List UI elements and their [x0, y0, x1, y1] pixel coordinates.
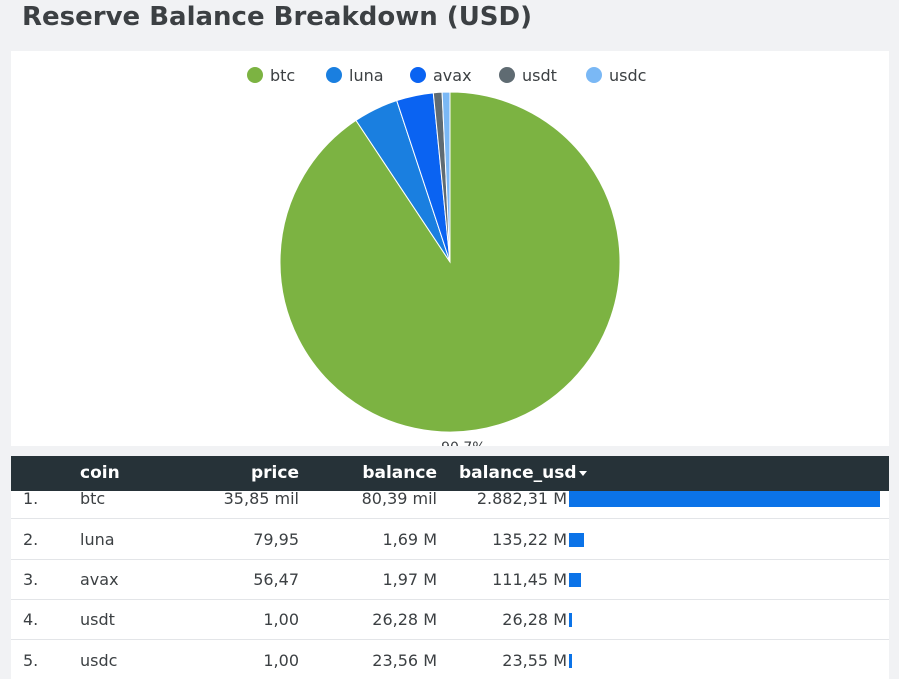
cell-balance: 23,56 M — [372, 651, 437, 670]
cell-balance-usd: 2.882,31 M — [476, 489, 567, 508]
legend-swatch-luna — [326, 67, 342, 83]
pie-chart-card: 90,7% — [11, 51, 889, 446]
legend-label: usdc — [609, 65, 647, 85]
cell-balance-usd: 135,22 M — [492, 530, 567, 549]
sort-descending-icon[interactable] — [579, 471, 587, 476]
row-index: 5. — [23, 651, 39, 670]
legend-swatch-usdt — [499, 67, 515, 83]
cell-price: 35,85 mil — [223, 489, 299, 508]
cell-balance-usd: 111,45 M — [492, 570, 567, 589]
pie-data-label-btc: 90,7% — [441, 440, 485, 446]
coin-table: 1. btc 35,85 mil 80,39 mil 2.882,31 M 2. luna 7… — [11, 456, 889, 679]
column-header-coin[interactable]: coin — [80, 463, 120, 483]
legend-label: btc — [270, 65, 296, 85]
cell-coin: usdc — [80, 651, 118, 670]
cell-coin: usdt — [80, 610, 115, 629]
balance-usd-bar — [569, 654, 572, 668]
row-index: 4. — [23, 610, 39, 629]
legend-swatch-avax — [410, 67, 426, 83]
cell-coin: luna — [80, 530, 115, 549]
page-title: Reserve Balance Breakdown (USD) — [22, 2, 532, 32]
legend-label: avax — [433, 65, 472, 85]
chart-legend: btc luna avax usdt usdc — [0, 64, 899, 86]
legend-item-luna[interactable]: luna — [326, 64, 384, 86]
column-header-price[interactable]: price — [251, 463, 299, 483]
table-row[interactable]: 1. btc 35,85 mil 80,39 mil 2.882,31 M — [11, 479, 889, 519]
cell-balance-usd: 26,28 M — [502, 610, 567, 629]
cell-price: 56,47 — [253, 570, 299, 589]
cell-price: 1,00 — [263, 651, 299, 670]
column-header-balance-usd[interactable]: balance_usd — [459, 463, 577, 483]
cell-coin: btc — [80, 489, 106, 508]
table-header: coin price balance balance_usd — [11, 456, 889, 491]
pie-chart: 90,7% — [279, 91, 621, 446]
table-row[interactable]: 3. avax 56,47 1,97 M 111,45 M — [11, 560, 889, 600]
column-header-balance[interactable]: balance — [362, 463, 437, 483]
cell-balance-usd: 23,55 M — [502, 651, 567, 670]
table-row[interactable]: 2. luna 79,95 1,69 M 135,22 M — [11, 520, 889, 560]
table-row[interactable]: 4. usdt 1,00 26,28 M 26,28 M — [11, 600, 889, 640]
row-index: 3. — [23, 570, 39, 589]
legend-item-avax[interactable]: avax — [410, 64, 472, 86]
pie-slice-usdc[interactable] — [441, 91, 451, 263]
row-index: 2. — [23, 530, 39, 549]
legend-item-usdt[interactable]: usdt — [499, 64, 557, 86]
cell-coin: avax — [80, 570, 119, 589]
balance-usd-bar — [569, 613, 572, 627]
legend-label: usdt — [522, 65, 557, 85]
legend-item-usdc[interactable]: usdc — [586, 64, 646, 86]
table-row[interactable]: 5. usdc 1,00 23,56 M 23,55 M — [11, 641, 889, 679]
cell-balance: 26,28 M — [372, 610, 437, 629]
balance-usd-bar — [569, 573, 582, 587]
balance-usd-bar — [569, 533, 584, 547]
legend-swatch-usdc — [586, 67, 602, 83]
cell-balance: 80,39 mil — [361, 489, 437, 508]
cell-price: 1,00 — [263, 610, 299, 629]
legend-swatch-btc — [247, 67, 263, 83]
cell-balance: 1,97 M — [382, 570, 437, 589]
balance-usd-bar — [569, 491, 880, 507]
legend-item-btc[interactable]: btc — [247, 64, 295, 86]
cell-balance: 1,69 M — [382, 530, 437, 549]
legend-label: luna — [349, 65, 384, 85]
cell-price: 79,95 — [253, 530, 299, 549]
row-index: 1. — [23, 489, 39, 508]
